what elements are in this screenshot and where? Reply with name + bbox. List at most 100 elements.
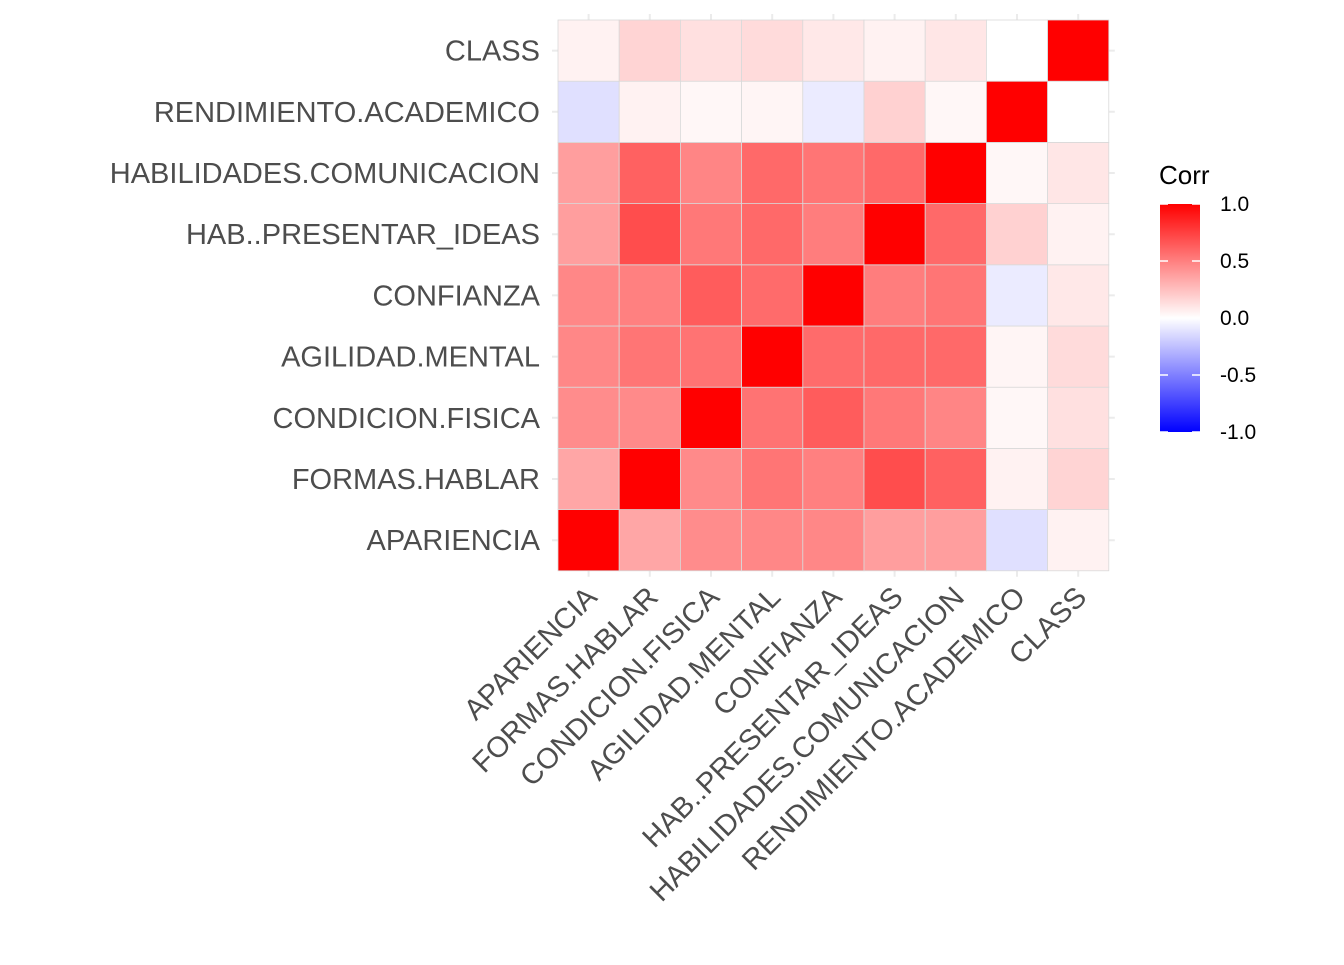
heatmap-cell (1047, 203, 1110, 266)
heatmap-cell (557, 141, 620, 204)
heatmap-cell (741, 386, 804, 449)
heatmap-cell (802, 141, 865, 204)
legend-tick-label: 0.5 (1220, 250, 1249, 273)
heatmap-cell (802, 325, 865, 388)
y-tick-label: HAB..PRESENTAR_IDEAS (186, 219, 540, 251)
heatmap-cell (618, 203, 681, 266)
heatmap-cell (924, 325, 987, 388)
heatmap-cell (680, 447, 743, 510)
heatmap-cell (986, 386, 1049, 449)
heatmap-cell (986, 447, 1049, 510)
heatmap-cell (1047, 325, 1110, 388)
heatmap-cell (741, 325, 804, 388)
y-tick-label: CLASS (445, 36, 540, 68)
heatmap-cell (1047, 19, 1110, 82)
y-tick-label: CONFIANZA (372, 280, 540, 312)
y-axis-labels: APARIENCIA FORMAS.HABLAR CONDICION.FISICA A… (110, 36, 541, 558)
heatmap-cell (680, 80, 743, 143)
heatmap-cell (618, 509, 681, 572)
heatmap-cell (680, 509, 743, 572)
heatmap-cell (863, 19, 926, 82)
heatmap-cell (802, 264, 865, 327)
x-axis-labels: APARIENCIAFORMAS.HABLARCONDICION.FISICAA… (458, 581, 1093, 908)
heatmap-cell (802, 80, 865, 143)
heatmap-cell (1047, 386, 1110, 449)
heatmap-cell (802, 509, 865, 572)
heatmap-cell (557, 203, 620, 266)
heatmap-cell (680, 19, 743, 82)
heatmap-cell (924, 509, 987, 572)
y-tick-label: AGILIDAD.MENTAL (281, 342, 540, 374)
heatmap-cell (986, 19, 1049, 82)
heatmap-cell (924, 386, 987, 449)
heatmap-cell (557, 386, 620, 449)
heatmap-cell (741, 19, 804, 82)
heatmap-cell (863, 80, 926, 143)
heatmap-cell (924, 264, 987, 327)
heatmap-cell (863, 141, 926, 204)
heatmap-cell (1047, 141, 1110, 204)
heatmap-cell (741, 203, 804, 266)
heatmap-cell (863, 325, 926, 388)
heatmap-cell (1047, 80, 1110, 143)
heatmap-cell (986, 264, 1049, 327)
heatmap-cell (1047, 447, 1110, 510)
heatmap-cell (680, 386, 743, 449)
heatmap-cell (741, 264, 804, 327)
heatmap-cell (680, 264, 743, 327)
heatmap-cell (680, 325, 743, 388)
heatmap-cell (924, 19, 987, 82)
heatmap-cell (924, 80, 987, 143)
heatmap-cells (557, 19, 1110, 572)
heatmap-cell (802, 447, 865, 510)
heatmap-cell (557, 447, 620, 510)
heatmap-cell (924, 203, 987, 266)
heatmap-cell (1047, 264, 1110, 327)
heatmap-cell (863, 264, 926, 327)
legend: Corr 1.0 0.5 0.0 -0.5 -1.0 (1159, 160, 1256, 444)
heatmap-cell (557, 19, 620, 82)
heatmap-cell (680, 141, 743, 204)
y-tick-label: APARIENCIA (366, 525, 540, 557)
heatmap-cell (802, 386, 865, 449)
heatmap-cell (863, 386, 926, 449)
y-tick-label: RENDIMIENTO.ACADEMICO (154, 97, 540, 129)
legend-tick-label: -0.5 (1220, 364, 1256, 387)
heatmap-cell (863, 203, 926, 266)
legend-tick-label: 0.0 (1220, 307, 1249, 330)
heatmap-cell (557, 80, 620, 143)
heatmap-cell (618, 325, 681, 388)
heatmap-cell (986, 203, 1049, 266)
heatmap-cell (741, 509, 804, 572)
heatmap-cell (618, 447, 681, 510)
heatmap-cell (680, 203, 743, 266)
heatmap-cell (618, 80, 681, 143)
heatmap-cell (802, 19, 865, 82)
heatmap-cell (1047, 509, 1110, 572)
heatmap-cell (986, 80, 1049, 143)
legend-tick-label: 1.0 (1220, 193, 1249, 216)
heatmap-cell (741, 447, 804, 510)
y-tick-label: FORMAS.HABLAR (292, 464, 540, 496)
heatmap-cell (618, 264, 681, 327)
heatmap-cell (863, 509, 926, 572)
heatmap-cell (986, 509, 1049, 572)
legend-title: Corr (1159, 160, 1210, 190)
heatmap-cell (924, 141, 987, 204)
legend-tick-label: -1.0 (1220, 421, 1256, 444)
heatmap-cell (557, 325, 620, 388)
heatmap-cell (741, 141, 804, 204)
heatmap-cell (863, 447, 926, 510)
heatmap-cell (618, 386, 681, 449)
heatmap-cell (802, 203, 865, 266)
heatmap-cell (986, 141, 1049, 204)
heatmap-cell (924, 447, 987, 510)
heatmap-cell (741, 80, 804, 143)
y-tick-label: HABILIDADES.COMUNICACION (110, 158, 540, 190)
y-tick-label: CONDICION.FISICA (273, 403, 541, 435)
heatmap-cell (986, 325, 1049, 388)
heatmap-cell (618, 19, 681, 82)
heatmap-cell (557, 509, 620, 572)
